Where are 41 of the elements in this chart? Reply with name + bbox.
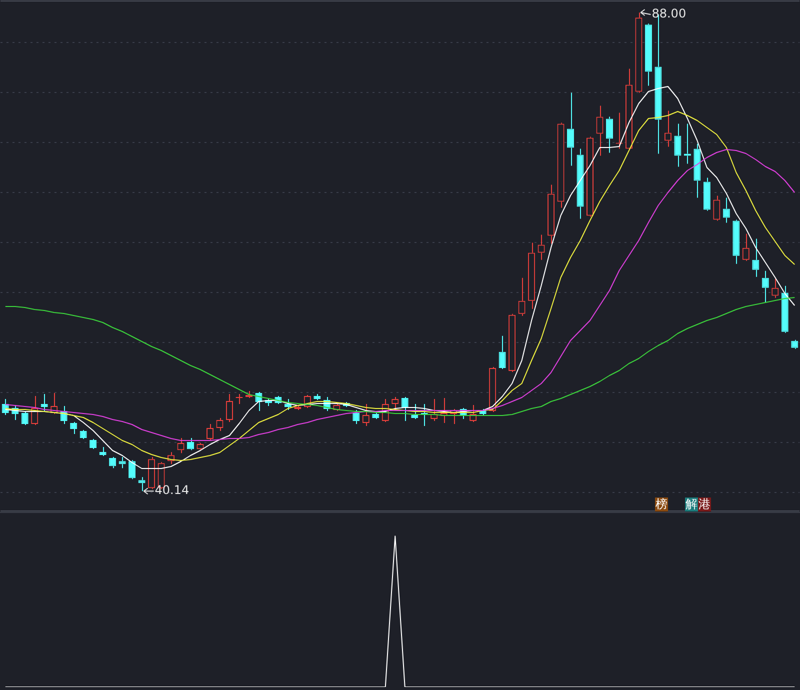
candlestick <box>489 366 496 412</box>
candlestick <box>508 313 516 372</box>
candlestick <box>791 339 798 350</box>
candlestick <box>99 446 106 456</box>
annotation: 88.00 <box>652 6 686 21</box>
candlestick <box>226 394 233 422</box>
candlestick <box>781 285 788 334</box>
candlestick <box>713 195 720 222</box>
candlestick <box>596 105 604 156</box>
candlestick <box>236 394 243 404</box>
candlestick <box>732 219 740 264</box>
candlestick <box>314 394 321 400</box>
candlestick <box>420 404 428 426</box>
candlestick <box>557 122 564 208</box>
candlestick <box>625 68 632 150</box>
candlestick <box>138 476 146 492</box>
candlestick <box>118 456 126 469</box>
candlestick <box>576 148 584 220</box>
candlestick <box>294 406 302 410</box>
candlestick <box>635 12 642 94</box>
candlestick <box>674 123 682 168</box>
annotation: 榜 <box>656 497 668 512</box>
candlestick <box>586 136 594 218</box>
candlestick <box>528 242 536 310</box>
candlestick <box>606 116 613 154</box>
candlestick <box>128 460 136 480</box>
annotation: 40.14 <box>154 483 190 498</box>
candlestick <box>548 184 555 244</box>
candlestick <box>644 23 652 86</box>
candlestick <box>498 335 506 370</box>
candlestick <box>742 233 750 262</box>
candlestick <box>40 394 48 412</box>
annotation: 港 <box>698 497 710 512</box>
candlestick <box>518 277 526 316</box>
candlestick <box>148 456 156 490</box>
candlestick <box>694 143 701 198</box>
candlestick <box>411 404 418 420</box>
candlestick <box>372 412 380 420</box>
candlestick <box>567 92 574 166</box>
candlestick <box>703 177 710 212</box>
annotation: 解 <box>686 497 698 512</box>
